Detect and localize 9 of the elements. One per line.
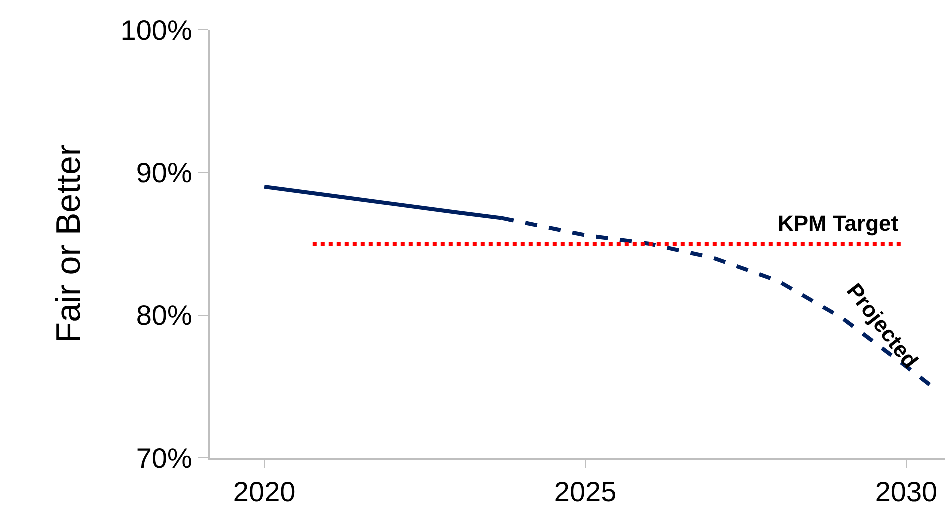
x-tick-label: 2025 [554,476,617,508]
y-axis-title: Fair or Better [50,144,88,344]
y-tick-label: 70% [136,442,192,474]
y-tick-label: 100% [120,14,192,46]
x-tick-label: 2020 [233,476,296,508]
ref-line-label: KPM Target [778,211,900,236]
x-tick-label: 2030 [875,476,938,508]
y-tick-label: 90% [136,157,192,188]
y-tick-label: 80% [136,300,192,332]
